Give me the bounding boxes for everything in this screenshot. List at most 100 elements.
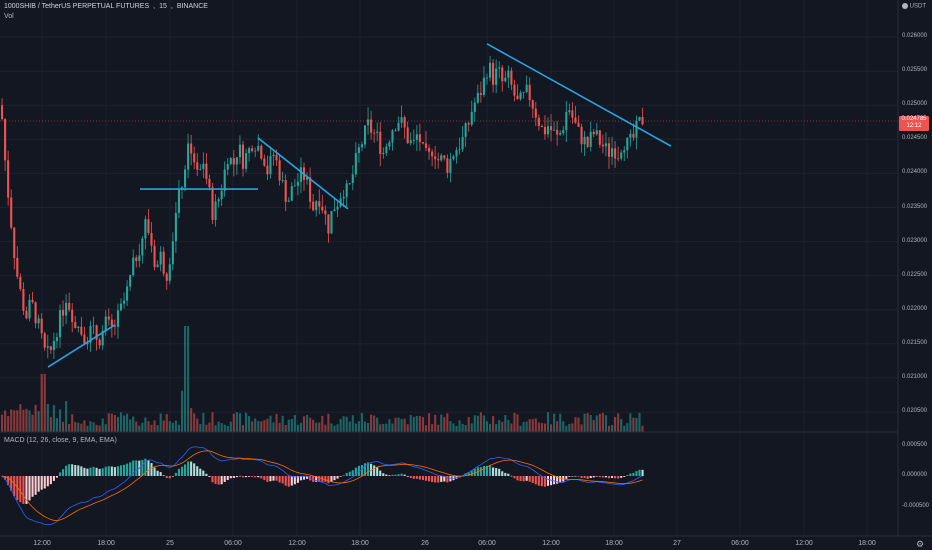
- macd-hist-bar: [595, 476, 598, 477]
- candle: [583, 136, 586, 145]
- macd-legend[interactable]: MACD (12, 26, close, 9, EMA, EMA): [4, 437, 117, 444]
- candle: [348, 182, 351, 184]
- trendline[interactable]: [47, 324, 116, 368]
- candle: [208, 178, 211, 188]
- volume-bar: [205, 424, 208, 432]
- macd-hist-bar: [434, 476, 437, 483]
- volume-bar: [312, 419, 315, 432]
- volume-bar: [519, 425, 522, 432]
- macd-hist-bar: [464, 473, 467, 476]
- volume-bar: [626, 423, 629, 432]
- candle: [492, 62, 495, 85]
- macd-hist-bar: [113, 467, 116, 476]
- macd-hist-bar: [440, 476, 443, 482]
- trendlines[interactable]: [47, 43, 672, 368]
- candle: [190, 143, 193, 154]
- candle: [614, 148, 617, 159]
- candle: [10, 197, 13, 228]
- candle: [58, 310, 62, 338]
- trendline[interactable]: [486, 43, 672, 147]
- macd-hist-bar: [339, 476, 342, 477]
- macd-hist-bar: [153, 467, 156, 476]
- volume-bar: [400, 418, 403, 432]
- volume-bar: [290, 419, 293, 432]
- trendline[interactable]: [257, 137, 349, 210]
- interval[interactable]: 15: [159, 3, 167, 10]
- macd-hist-bar: [95, 467, 98, 476]
- macd-hist-bar: [415, 476, 418, 479]
- candle: [184, 169, 187, 188]
- macd-hist-bar: [83, 467, 86, 476]
- candle: [428, 147, 431, 152]
- volume-bar: [199, 424, 202, 432]
- macd-hist-bar: [147, 460, 150, 476]
- volume-bar: [16, 410, 19, 432]
- candle: [604, 143, 607, 147]
- candle: [379, 131, 382, 155]
- macd-hist-bar: [101, 468, 104, 476]
- volume-legend[interactable]: Vol: [4, 13, 14, 20]
- macd-hist-bar: [345, 473, 348, 476]
- candle: [80, 326, 83, 335]
- currency-selector[interactable]: USDT: [901, 3, 926, 10]
- macd-hist-bar: [162, 475, 165, 476]
- candle: [403, 117, 406, 128]
- price-tick-label: 0.025500: [902, 67, 928, 74]
- macd-hist-bar: [589, 476, 592, 479]
- candle: [89, 326, 92, 343]
- macd-hist-bar: [132, 460, 135, 476]
- macd-hist-bar: [507, 473, 510, 476]
- volume-bar: [513, 412, 516, 432]
- volume-bar: [266, 418, 269, 432]
- volume-bar: [318, 422, 321, 432]
- volume-bar: [278, 422, 281, 432]
- currency-label: USDT: [909, 3, 926, 10]
- macd-hist-bar: [77, 465, 80, 476]
- macd-hist-bar: [626, 475, 629, 476]
- volume-bar: [37, 411, 40, 432]
- macd-hist-bar: [43, 476, 46, 489]
- macd-hist-bar: [287, 476, 290, 487]
- candle: [177, 189, 180, 213]
- settings-gear-icon[interactable]: ⚙: [916, 539, 925, 549]
- candle: [543, 127, 546, 135]
- candle: [516, 95, 519, 100]
- macd-hist-bar: [327, 476, 330, 484]
- candle: [406, 127, 409, 144]
- volume-bar: [586, 413, 589, 432]
- macd-hist-bar: [235, 476, 238, 478]
- macd-hist-bar: [531, 476, 534, 483]
- volume-bar: [52, 405, 55, 432]
- candle: [232, 158, 235, 165]
- volume-bar: [110, 413, 113, 432]
- candle: [62, 310, 65, 316]
- candle: [223, 169, 226, 191]
- candle: [580, 126, 583, 145]
- macd-hist-bar: [37, 476, 40, 492]
- volume-bar: [461, 423, 464, 432]
- macd-hist-bar: [245, 476, 248, 478]
- macd-hist-bar: [641, 469, 644, 476]
- macd-hist-bar: [443, 476, 446, 482]
- volume-bar: [428, 413, 431, 432]
- macd-hist-bar: [543, 476, 546, 487]
- symbol-name[interactable]: 1000SHIB / TetherUS PERPETUAL FUTURES: [4, 3, 150, 10]
- volume-bar: [46, 404, 49, 432]
- volume-bar: [489, 423, 492, 432]
- macd-hist-bar: [248, 476, 251, 477]
- candle: [83, 334, 86, 345]
- candle: [101, 330, 104, 346]
- candle: [546, 126, 550, 135]
- candle: [330, 211, 333, 234]
- volume-bar: [83, 420, 86, 432]
- macd-hist-bar: [168, 476, 171, 479]
- volume-bar: [287, 419, 290, 432]
- volume-bar: [485, 421, 489, 432]
- candle: [263, 158, 266, 166]
- macd-hist-bar: [205, 473, 208, 476]
- volume-bar: [25, 408, 28, 432]
- candle: [434, 156, 437, 160]
- candle: [357, 147, 360, 154]
- candle: [141, 238, 144, 256]
